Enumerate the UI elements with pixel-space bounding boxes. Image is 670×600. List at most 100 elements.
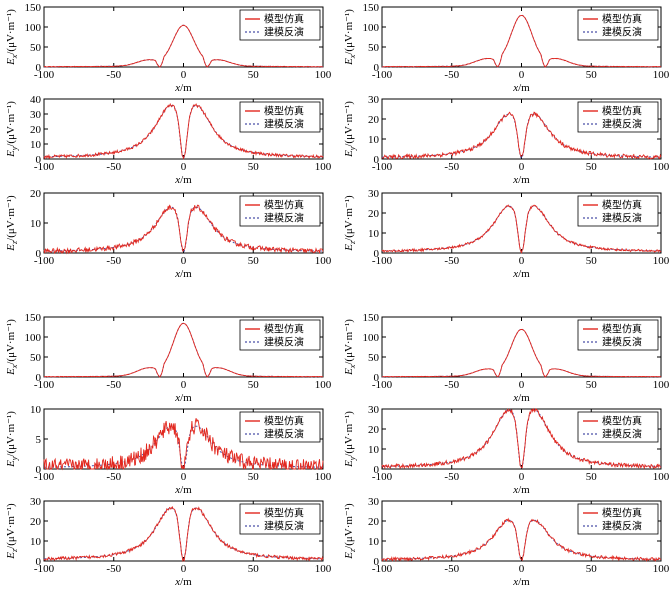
x-axis-label: x/m	[512, 174, 530, 186]
x-tick-label: -50	[444, 255, 459, 267]
legend-label-sim: 模型仿真	[264, 507, 304, 520]
x-tick-label: 0	[181, 471, 187, 483]
x-axis-label: x/m	[174, 392, 192, 404]
legend-box	[577, 411, 659, 443]
x-tick-label: 50	[248, 563, 260, 575]
x-tick-label: -50	[106, 563, 121, 575]
legend-box	[577, 9, 659, 41]
panel-12: 0 10 20 30 -100 -50 0 50 100 x/m Ez/(μV·m⁻¹) 模型仿真建模…	[343, 496, 670, 588]
y-tick-label: 30	[368, 496, 380, 508]
y-tick-label: 50	[30, 352, 42, 364]
y-axis-label: Ez/(μV·m⁻¹)	[343, 195, 357, 252]
legend-label-sim: 模型仿真	[264, 105, 304, 118]
legend-label-sim: 模型仿真	[264, 415, 304, 428]
legend-label-inv: 建模反演	[602, 428, 642, 441]
legend-label-sim: 模型仿真	[602, 105, 642, 118]
series-simulation	[43, 418, 324, 471]
legend-label-inv: 建模反演	[264, 26, 304, 39]
x-tick-label: 100	[315, 255, 332, 267]
x-axis-label: x/m	[512, 392, 530, 404]
x-tick-label: 100	[653, 255, 670, 267]
x-tick-label: 0	[181, 379, 187, 391]
legend-box	[577, 503, 659, 535]
legend-label-sim: 模型仿真	[602, 507, 642, 520]
x-tick-label: -50	[106, 255, 121, 267]
x-tick-label: -50	[444, 379, 459, 391]
x-axis-label: x/m	[512, 484, 530, 496]
y-tick-label: 30	[368, 94, 380, 106]
y-tick-label: 10	[368, 536, 380, 548]
y-tick-label: 0	[374, 62, 380, 74]
y-tick-label: 0	[374, 372, 380, 384]
y-tick-label: 20	[368, 208, 380, 220]
legend-label-inv: 建模反演	[602, 520, 642, 533]
legend-label-inv: 建模反演	[602, 118, 642, 131]
x-tick-label: 50	[248, 379, 260, 391]
x-tick-label: 100	[653, 69, 670, 81]
x-tick-label: 50	[248, 161, 260, 173]
y-tick-label: 10	[368, 134, 380, 146]
legend-box	[239, 503, 321, 535]
series-simulation	[43, 322, 324, 378]
legend-label-inv: 建模反演	[264, 212, 304, 225]
y-tick-label: 150	[363, 312, 380, 324]
x-tick-label: -100	[372, 161, 393, 173]
x-tick-label: 0	[181, 69, 187, 81]
x-tick-label: 50	[586, 161, 598, 173]
y-tick-label: 0	[374, 248, 380, 260]
y-tick-label: 20	[368, 114, 380, 126]
y-tick-label: 0	[36, 154, 42, 166]
series-simulation	[43, 102, 324, 160]
x-tick-label: 50	[586, 563, 598, 575]
y-tick-label: 10	[30, 404, 42, 416]
x-axis-label: x/m	[174, 82, 192, 94]
x-tick-label: 100	[315, 471, 332, 483]
y-tick-label: 40	[30, 94, 42, 106]
series-simulation	[382, 14, 662, 68]
x-tick-label: 50	[586, 69, 598, 81]
x-tick-label: 0	[181, 255, 187, 267]
series-simulation	[43, 24, 323, 68]
legend-label-inv: 建模反演	[264, 428, 304, 441]
x-tick-label: 50	[248, 255, 260, 267]
y-tick-label: 50	[30, 42, 42, 54]
y-tick-label: 20	[368, 424, 380, 436]
x-tick-label: 100	[653, 471, 670, 483]
x-tick-label: -100	[34, 563, 55, 575]
y-axis-label: Ez/(μV·m⁻¹)	[5, 195, 19, 252]
legend-box	[239, 319, 321, 351]
y-tick-label: 100	[25, 22, 42, 34]
x-tick-label: -50	[444, 69, 459, 81]
series-simulation	[43, 204, 324, 255]
x-tick-label: 100	[315, 161, 332, 173]
y-axis-label: Ey/(μV·m⁻¹)	[343, 411, 357, 468]
y-tick-label: 20	[30, 188, 42, 200]
x-tick-label: -50	[106, 471, 121, 483]
y-axis-label: Ey/(μV·m⁻¹)	[5, 101, 19, 158]
series-inversion	[43, 206, 324, 253]
y-tick-label: 30	[368, 404, 380, 416]
y-axis-label: Ex/(μV·m⁻¹)	[5, 319, 19, 376]
x-tick-label: 50	[248, 69, 260, 81]
y-tick-label: 150	[25, 312, 42, 324]
y-tick-label: 150	[25, 2, 42, 14]
panel-4: 0 50 100 150 -100 -50 0 50 100 x/m Ex/(μV·m⁻¹) 模型仿真…	[343, 2, 670, 94]
x-tick-label: 0	[519, 255, 525, 267]
legend-label-inv: 建模反演	[602, 26, 642, 39]
y-tick-label: 100	[363, 332, 380, 344]
legend-label-sim: 模型仿真	[264, 199, 304, 212]
legend-box	[239, 411, 321, 443]
x-tick-label: -50	[106, 69, 121, 81]
legend-box	[239, 195, 321, 227]
x-tick-label: 100	[653, 563, 670, 575]
x-tick-label: 100	[315, 379, 332, 391]
legend-label-sim: 模型仿真	[602, 323, 642, 336]
x-tick-label: 0	[519, 563, 525, 575]
y-axis-label: Ex/(μV·m⁻¹)	[343, 319, 357, 376]
y-tick-label: 20	[30, 516, 42, 528]
x-tick-label: -100	[34, 161, 55, 173]
legend-label-sim: 模型仿真	[264, 323, 304, 336]
x-tick-label: 50	[586, 255, 598, 267]
x-tick-label: -100	[34, 379, 55, 391]
